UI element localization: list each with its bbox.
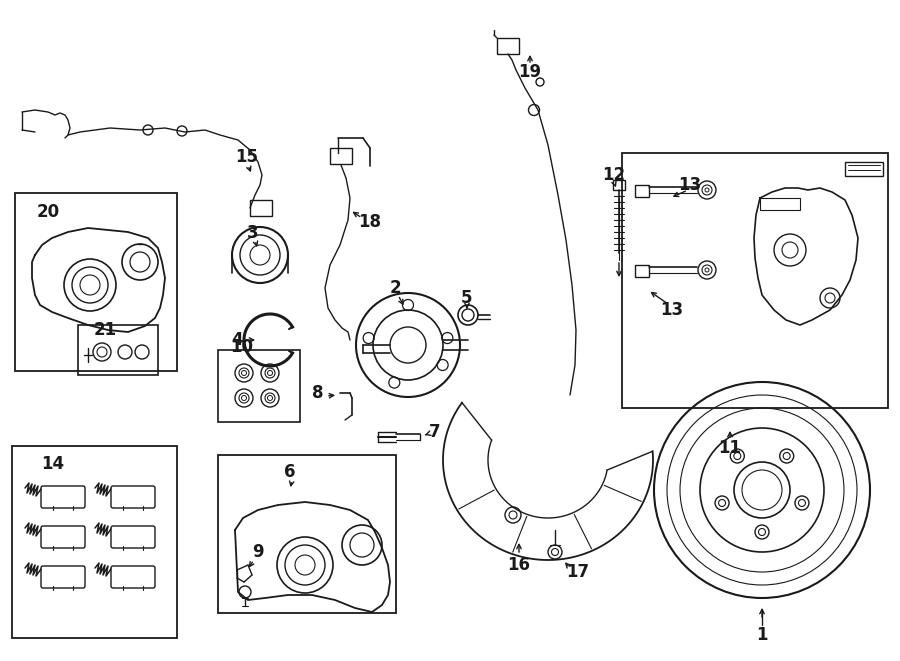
Bar [497,38,519,54]
Text: 9: 9 [252,543,264,561]
Text: 1: 1 [756,626,768,644]
Bar [12,446,177,638]
Bar [760,198,800,210]
Text: 21: 21 [94,321,117,339]
Text: 13: 13 [661,301,684,319]
Text: 18: 18 [358,213,382,231]
Text: 17: 17 [566,563,590,581]
Text: 8: 8 [312,384,324,402]
Text: 19: 19 [518,63,542,81]
Bar [330,148,352,164]
Bar [218,455,396,613]
Bar [78,325,158,375]
Text: 5: 5 [461,289,472,307]
Text: 14: 14 [41,455,65,473]
Bar [218,350,300,422]
Text: 6: 6 [284,463,296,481]
Text: 7: 7 [429,423,441,441]
Text: 4: 4 [231,331,243,349]
Bar [635,265,649,277]
Bar [635,185,649,197]
Bar [613,180,625,190]
Text: 15: 15 [236,148,258,166]
Bar [250,200,272,216]
Text: 10: 10 [230,338,254,356]
Text: 16: 16 [508,556,530,574]
Text: 13: 13 [679,176,702,194]
Text: 2: 2 [389,279,400,297]
Text: 12: 12 [602,166,626,184]
Bar [15,193,177,371]
Bar [622,153,888,408]
Text: 3: 3 [248,224,259,242]
Bar [845,162,883,176]
Text: 11: 11 [718,439,742,457]
Text: 20: 20 [36,203,59,221]
